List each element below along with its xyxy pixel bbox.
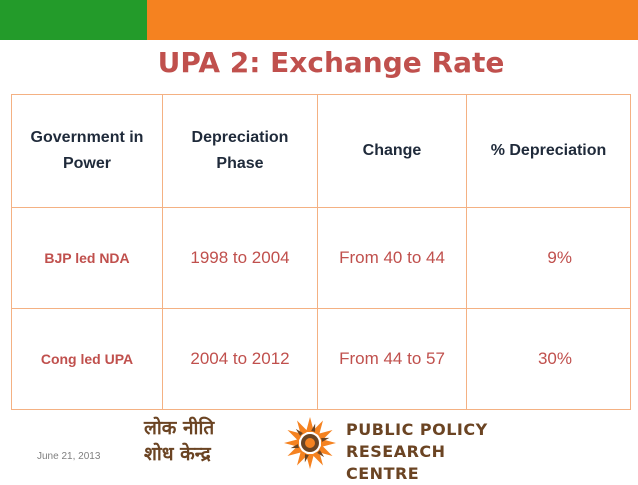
logo-english-line2: RESEARCH CENTRE [346, 442, 446, 483]
exchange-rate-table: Government in Power Depreciation Phase C… [11, 94, 631, 410]
cell-phase: 1998 to 2004 [162, 207, 318, 309]
header-phase: Depreciation Phase [162, 94, 318, 208]
cell-government: BJP led NDA [11, 207, 163, 309]
cell-phase: 2004 to 2012 [162, 308, 318, 410]
slide-date: June 21, 2013 [37, 451, 101, 462]
header-bar-green [0, 0, 147, 40]
cell-change: From 44 to 57 [317, 308, 467, 410]
cell-pct: 9% [466, 207, 631, 309]
cell-government: Cong led UPA [11, 308, 163, 410]
header-government: Government in Power [11, 94, 163, 208]
header-bar-orange [147, 0, 638, 40]
table-row: Cong led UPA 2004 to 2012 From 44 to 57 … [11, 308, 631, 410]
logo-hindi-text: लोक नीति शोध केन्द्र [144, 415, 272, 471]
table-header-row: Government in Power Depreciation Phase C… [11, 94, 631, 208]
header-pct: % Depreciation [466, 94, 631, 208]
sun-emblem-icon [284, 417, 336, 469]
slide-title: UPA 2: Exchange Rate [157, 46, 505, 79]
logo-hindi-line2: शोध केन्द्र [144, 443, 211, 465]
cell-pct: 30% [466, 308, 631, 410]
logo-hindi-line1: लोक नीति [144, 417, 215, 439]
table-row: BJP led NDA 1998 to 2004 From 40 to 44 9… [11, 207, 631, 309]
header-change: Change [317, 94, 467, 208]
cell-change: From 40 to 44 [317, 207, 467, 309]
logo-english-text: PUBLIC POLICY RESEARCH CENTRE [346, 419, 510, 485]
organization-logo: लोक नीति शोध केन्द्र [144, 415, 510, 483]
logo-english-line1: PUBLIC POLICY [346, 420, 488, 439]
